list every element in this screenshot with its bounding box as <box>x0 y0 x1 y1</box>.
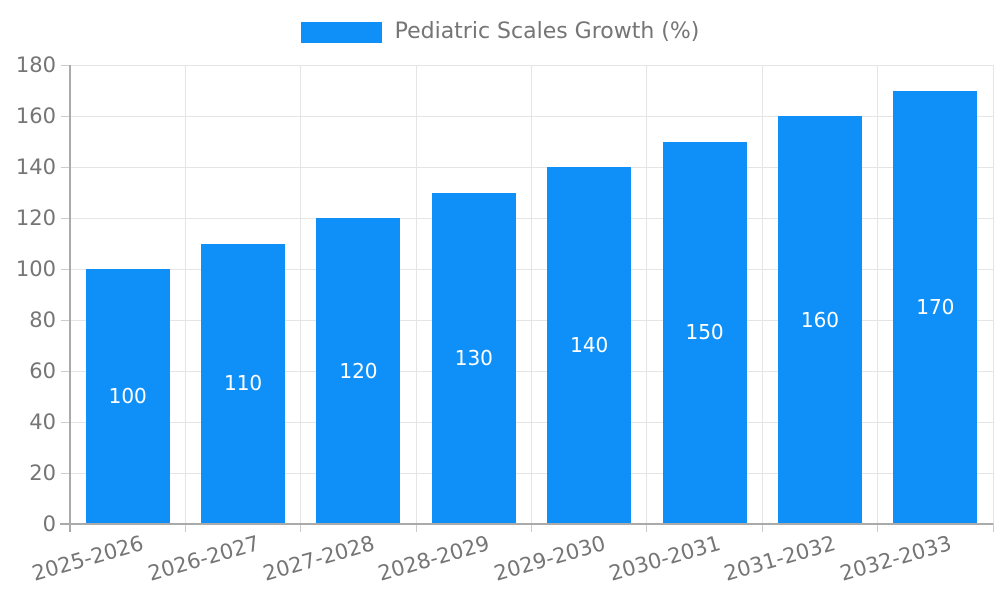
bar: 120 <box>316 218 401 523</box>
x-tick <box>184 523 186 532</box>
bar: 130 <box>431 192 516 523</box>
bar-value-label: 100 <box>108 384 147 408</box>
y-tick-label: 180 <box>15 53 56 77</box>
bar: 140 <box>547 167 632 523</box>
x-tick-label: 2028-2029 <box>375 531 493 586</box>
y-tick <box>61 217 70 219</box>
y-tick <box>61 421 70 423</box>
y-tick <box>61 370 70 372</box>
y-tick-label: 60 <box>29 359 56 383</box>
y-tick <box>61 319 70 321</box>
x-tick <box>300 523 302 532</box>
bar: 170 <box>893 90 978 523</box>
legend-label: Pediatric Scales Growth (%) <box>394 19 700 44</box>
bar-value-label: 160 <box>800 307 840 332</box>
legend: Pediatric Scales Growth (%) <box>0 20 1000 44</box>
x-tick-label: 2025-2026 <box>29 531 147 586</box>
y-tick-label: 40 <box>29 410 56 434</box>
bar: 150 <box>662 141 747 523</box>
y-tick-label: 20 <box>29 461 56 485</box>
bar-value-label: 120 <box>339 358 378 383</box>
y-tick <box>61 166 70 168</box>
x-tick-label: 2031-2032 <box>721 531 839 586</box>
y-tick <box>61 64 70 66</box>
x-tick-label: 2032-2033 <box>837 531 954 586</box>
y-tick-label: 80 <box>29 308 56 332</box>
x-tick-label: 2029-2030 <box>491 531 608 586</box>
v-gridline <box>761 65 763 524</box>
x-tick <box>415 523 417 532</box>
y-tick-label: 140 <box>15 155 56 179</box>
x-tick <box>646 523 648 532</box>
bar-value-label: 130 <box>454 345 493 370</box>
legend-swatch <box>300 21 382 43</box>
y-tick-label: 160 <box>15 104 56 128</box>
x-tick-label: 2030-2031 <box>606 531 724 586</box>
bar-value-label: 140 <box>570 333 609 357</box>
v-gridline <box>992 65 994 524</box>
bar-value-label: 170 <box>916 294 955 319</box>
v-gridline <box>415 65 417 524</box>
x-tick <box>761 523 763 532</box>
x-tick <box>531 523 532 532</box>
y-tick-label: 0 <box>42 512 56 536</box>
bar: 110 <box>201 243 286 523</box>
bar-value-label: 110 <box>223 371 263 396</box>
x-tick-label: 2026-2027 <box>145 531 262 586</box>
v-gridline <box>531 65 532 524</box>
v-gridline <box>300 65 302 524</box>
x-tick <box>992 523 994 532</box>
y-tick-label: 100 <box>15 257 56 281</box>
y-tick-label: 120 <box>15 206 56 230</box>
y-axis-line <box>69 65 71 532</box>
bar: 100 <box>85 269 170 523</box>
y-tick <box>61 268 70 270</box>
v-gridline <box>184 65 186 524</box>
x-axis-line <box>60 523 993 525</box>
bar: 160 <box>777 116 862 523</box>
v-gridline <box>877 65 879 524</box>
x-tick <box>877 523 879 532</box>
bar-value-label: 150 <box>685 320 724 345</box>
y-tick <box>61 115 70 117</box>
x-tick-label: 2027-2028 <box>260 531 378 586</box>
y-tick <box>61 472 70 474</box>
v-gridline <box>646 65 648 524</box>
